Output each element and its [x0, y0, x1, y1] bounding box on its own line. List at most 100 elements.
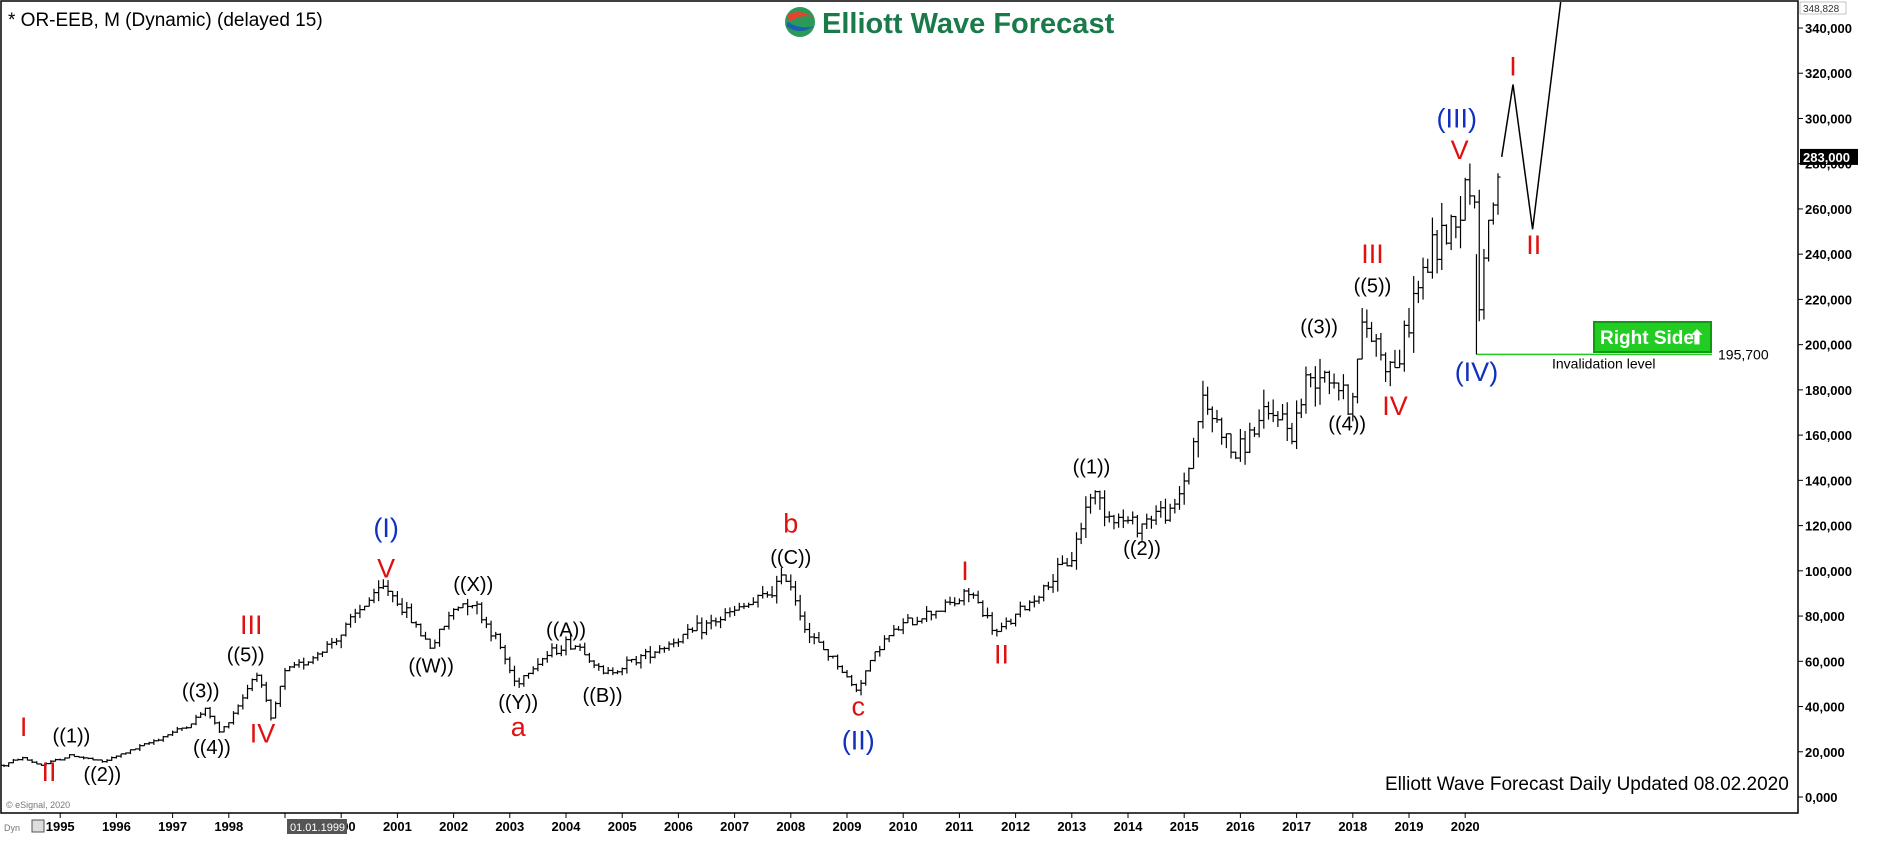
- price-bar: [1172, 498, 1178, 514]
- price-bar: [1186, 467, 1192, 485]
- price-bar: [1275, 411, 1281, 428]
- projection-line: [1500, 1, 1562, 230]
- price-bar: [1139, 523, 1145, 541]
- price-bar: [526, 672, 532, 679]
- price-bar: [849, 674, 855, 687]
- price-bar: [1401, 320, 1407, 372]
- invalidation-label: Invalidation level: [1552, 355, 1656, 371]
- price-bar: [404, 601, 410, 618]
- wave-label: ((2)): [83, 764, 121, 786]
- price-bar: [1467, 163, 1473, 205]
- price-bar: [315, 651, 321, 661]
- price-bar: [502, 644, 508, 665]
- price-bar: [910, 617, 916, 626]
- price-bar: [666, 641, 672, 651]
- price-bar: [1191, 437, 1197, 470]
- price-bar: [493, 631, 499, 640]
- price-bar: [741, 602, 747, 610]
- x-tick-label: 2008: [776, 819, 805, 834]
- x-tick-label: 1998: [214, 819, 243, 834]
- x-tick-label: 2013: [1057, 819, 1086, 834]
- price-bar: [1331, 373, 1337, 389]
- price-bar: [418, 623, 424, 637]
- price-bar: [95, 759, 101, 761]
- price-bar: [736, 602, 742, 611]
- invalidation-value: 195,700: [1718, 346, 1769, 362]
- price-bar: [221, 725, 227, 733]
- last-price-label: 283,000: [1803, 150, 1850, 165]
- price-bar: [1261, 389, 1267, 429]
- price-bar: [380, 579, 386, 590]
- wave-label: I: [1509, 51, 1517, 81]
- price-bar: [1205, 386, 1211, 415]
- x-tick-label: 2007: [720, 819, 749, 834]
- price-bar: [460, 603, 466, 609]
- x-tick-label: 2002: [439, 819, 468, 834]
- price-bar: [1022, 605, 1028, 611]
- wave-label: (III): [1437, 104, 1478, 134]
- price-bar: [1031, 595, 1037, 608]
- price-bar: [20, 756, 26, 761]
- price-bar: [1425, 258, 1431, 273]
- price-bar: [867, 659, 873, 672]
- y-tick-label: 220,000: [1805, 292, 1852, 307]
- price-bar: [1223, 433, 1229, 449]
- price-bar: [530, 666, 536, 675]
- calendar-icon[interactable]: [31, 819, 45, 833]
- price-bar: [1111, 514, 1117, 530]
- price-bar: [947, 596, 953, 606]
- update-note: Elliott Wave Forecast Daily Updated 08.0…: [1385, 774, 1789, 795]
- price-bar: [1373, 333, 1379, 357]
- price-bar: [385, 580, 391, 596]
- price-bar: [34, 761, 40, 765]
- price-bar: [1083, 496, 1089, 538]
- price-bar: [975, 590, 981, 604]
- price-bar: [516, 677, 522, 688]
- price-bar: [1326, 370, 1332, 395]
- x-tick-label: 2018: [1338, 819, 1367, 834]
- brand-name: Elliott Wave Forecast: [822, 8, 1115, 40]
- price-bar: [554, 644, 560, 656]
- price-bar: [71, 753, 77, 758]
- price-bar: [394, 591, 400, 607]
- price-bar: [961, 588, 967, 606]
- price-bar: [699, 617, 705, 640]
- price-bar: [1073, 532, 1079, 570]
- price-bar: [390, 590, 396, 603]
- price-bar: [802, 611, 808, 633]
- price-bar: [1013, 613, 1019, 627]
- price-bar: [1148, 515, 1154, 529]
- y-axis: 0,000 20,000 40,000 60,000 80,000 100,000 120,…: [1798, 21, 1852, 805]
- price-bar: [582, 642, 588, 656]
- price-bar: [629, 658, 635, 663]
- price-bar: [43, 762, 49, 766]
- price-bar: [287, 666, 293, 672]
- price-bar: [558, 645, 564, 657]
- right-side-badge: [1593, 321, 1712, 353]
- price-bar: [15, 758, 21, 761]
- price-bar: [989, 612, 995, 635]
- price-bar: [1462, 177, 1468, 221]
- price-bar: [137, 744, 143, 752]
- wave-label: ((C)): [770, 547, 811, 569]
- price-bar: [1486, 219, 1492, 262]
- x-tick-label: 2011: [945, 819, 973, 834]
- price-bar: [1045, 581, 1051, 591]
- price-bar: [441, 625, 447, 631]
- price-bar: [1411, 276, 1417, 353]
- price-bar: [469, 604, 475, 609]
- right-side-label: Right Side: [1600, 328, 1694, 349]
- price-bar: [301, 657, 307, 670]
- price-bar: [746, 602, 752, 608]
- price-bar: [324, 641, 330, 653]
- x-tick-label: 2012: [1001, 819, 1030, 834]
- price-bar: [1036, 595, 1042, 604]
- price-bar: [259, 674, 265, 688]
- price-bar: [366, 597, 372, 607]
- wave-label: ((3)): [1300, 316, 1338, 338]
- price-bar: [797, 594, 803, 621]
- price-bar: [952, 597, 958, 607]
- price-bar: [774, 575, 780, 604]
- price-bar: [994, 628, 1000, 637]
- price-bar: [1280, 404, 1286, 421]
